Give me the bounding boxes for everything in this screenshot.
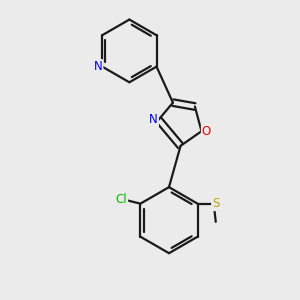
Text: N: N xyxy=(149,113,158,126)
Text: Cl: Cl xyxy=(116,193,127,206)
Text: O: O xyxy=(202,125,211,138)
Text: S: S xyxy=(212,197,219,210)
Text: N: N xyxy=(94,60,102,73)
